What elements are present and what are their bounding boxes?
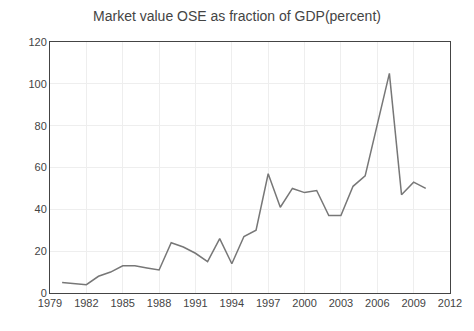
svg-text:40: 40 xyxy=(35,203,47,215)
svg-text:60: 60 xyxy=(35,161,47,173)
svg-text:120: 120 xyxy=(28,36,46,48)
svg-text:1994: 1994 xyxy=(220,297,244,309)
svg-text:1988: 1988 xyxy=(147,297,171,309)
svg-text:1982: 1982 xyxy=(74,297,98,309)
svg-text:1979: 1979 xyxy=(38,297,62,309)
svg-text:2012: 2012 xyxy=(438,297,462,309)
svg-text:2003: 2003 xyxy=(329,297,353,309)
svg-text:1985: 1985 xyxy=(110,297,134,309)
svg-text:2000: 2000 xyxy=(292,297,316,309)
svg-text:80: 80 xyxy=(35,120,47,132)
svg-text:Market value OSE as fraction o: Market value OSE as fraction of GDP(perc… xyxy=(93,8,381,24)
svg-text:2006: 2006 xyxy=(365,297,389,309)
svg-text:2009: 2009 xyxy=(401,297,425,309)
svg-text:1997: 1997 xyxy=(256,297,280,309)
svg-text:1991: 1991 xyxy=(183,297,207,309)
svg-text:100: 100 xyxy=(28,78,46,90)
svg-text:0: 0 xyxy=(41,287,47,299)
svg-text:20: 20 xyxy=(35,245,47,257)
